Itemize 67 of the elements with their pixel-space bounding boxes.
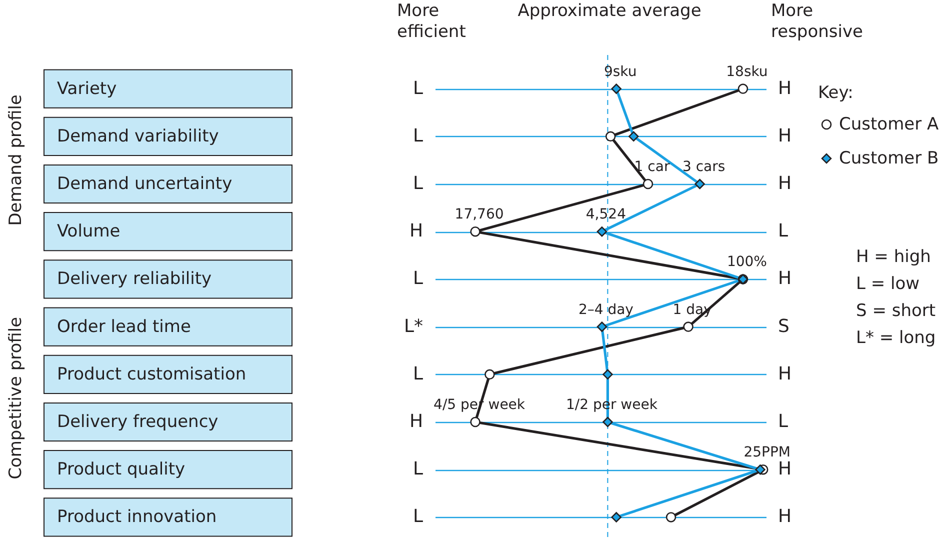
point [755, 464, 766, 475]
annotation: 4,524 [586, 206, 626, 223]
point [611, 84, 622, 94]
text: H [778, 268, 792, 290]
annotation: 100% [726, 254, 767, 270]
y-tick-label: Product quality [57, 460, 186, 480]
y-tick-label: Product innovation [57, 507, 217, 528]
text: L* = long [856, 328, 936, 348]
point [611, 512, 622, 522]
point [596, 226, 608, 237]
y-tick-label: Delivery reliability [57, 269, 212, 290]
annotation: 25PPM [744, 444, 791, 461]
text: L [412, 506, 423, 528]
point [605, 131, 616, 142]
annotation: 18sku [726, 64, 768, 80]
text: L [412, 125, 423, 146]
text: L [778, 411, 788, 432]
point [484, 369, 495, 380]
y-tick-label: Demand variability [57, 126, 219, 146]
point [470, 226, 480, 237]
text: S [778, 316, 790, 337]
text: L [412, 268, 423, 290]
text: L [412, 363, 423, 384]
y-tick-label: Volume [57, 222, 120, 242]
y-tick-label: Variety [57, 78, 117, 99]
point [602, 416, 613, 428]
text: Competitive profile [6, 316, 26, 480]
text: L [412, 78, 423, 99]
point [596, 322, 608, 332]
point [470, 416, 480, 428]
text: L = low [856, 274, 920, 294]
text: L [412, 173, 423, 194]
legend-title: Key: [818, 83, 854, 103]
annotation: 9sku [604, 64, 637, 80]
text: S = short [856, 301, 936, 321]
legend-label: Customer A [839, 114, 939, 134]
ref-line-label: Approximate average [518, 1, 702, 21]
text: H [409, 220, 423, 242]
point [694, 178, 705, 190]
text: L* [404, 316, 423, 337]
y-tick-label: Product customisation [57, 364, 246, 384]
text: Demand profile [6, 94, 26, 226]
point [683, 322, 694, 332]
y-tick-label: Demand uncertainty [57, 174, 232, 194]
y-tick-label: Order lead time [57, 316, 191, 337]
text: More responsive [771, 1, 863, 42]
y-tick-label: Delivery frequency [57, 412, 218, 432]
point [628, 131, 639, 142]
legend-label: Customer B [839, 148, 939, 168]
text: H [778, 363, 792, 384]
text: H [778, 458, 792, 480]
point [602, 369, 613, 380]
text: H [409, 411, 423, 432]
text: H [778, 173, 792, 194]
text: H = high [856, 247, 931, 267]
text: L [778, 220, 788, 242]
point [642, 178, 654, 190]
point [666, 512, 676, 522]
text: H [778, 125, 792, 146]
annotation: 2–4 day [578, 302, 634, 318]
text: L [412, 458, 423, 480]
annotation: 17,760 [454, 206, 504, 223]
point [738, 84, 748, 94]
text: H [778, 506, 792, 528]
annotation: 3 cars [682, 159, 726, 175]
text: More efficient [397, 1, 466, 42]
text: H [778, 78, 792, 99]
